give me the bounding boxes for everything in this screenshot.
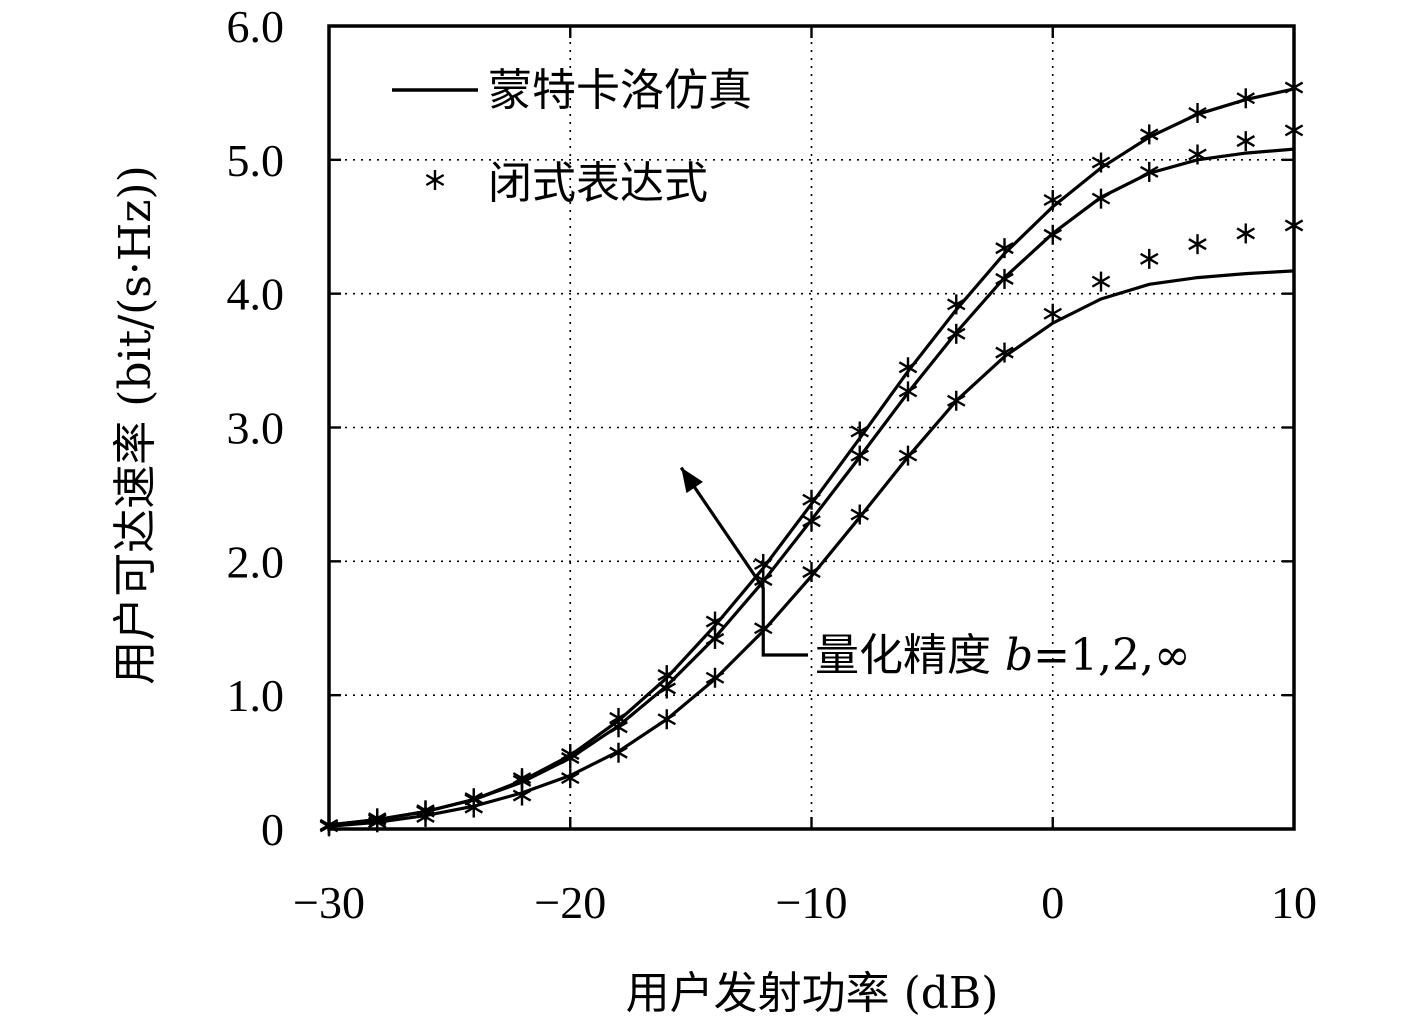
data-point xyxy=(1139,248,1159,269)
x-axis-label: 用户发射功率 (dB) xyxy=(626,968,999,1019)
plot-data xyxy=(319,77,1304,837)
data-point xyxy=(1091,152,1111,173)
grid xyxy=(329,26,1294,829)
x-tick-label: −20 xyxy=(534,877,606,928)
y-tick-label: 4.0 xyxy=(227,269,285,320)
data-point xyxy=(512,785,532,806)
data-point xyxy=(1139,124,1159,145)
data-point xyxy=(560,768,580,789)
data-point xyxy=(609,742,628,763)
data-point xyxy=(1043,189,1063,210)
data-point xyxy=(464,797,484,818)
data-point xyxy=(560,748,580,769)
x-tick-label: 0 xyxy=(1041,877,1064,928)
x-tick-label: −30 xyxy=(293,877,365,928)
data-point xyxy=(1091,271,1111,292)
data-point xyxy=(802,511,821,532)
data-point xyxy=(946,323,966,344)
data-point xyxy=(1188,234,1207,255)
data-point xyxy=(1188,144,1207,165)
data-point xyxy=(657,709,677,730)
y-tick-label: 6.0 xyxy=(227,1,285,52)
data-point xyxy=(850,445,870,466)
y-tick-label: 2.0 xyxy=(227,536,285,587)
data-point xyxy=(995,342,1014,363)
legend-label-monte-carlo: 蒙特卡洛仿真 xyxy=(488,65,752,116)
legend: 蒙特卡洛仿真 闭式表达式 xyxy=(392,65,752,209)
data-point xyxy=(850,421,870,442)
annotation-label: 量化精度 b=1,2,∞ xyxy=(815,630,1191,681)
data-point xyxy=(898,445,918,466)
data-point xyxy=(1236,223,1256,244)
data-point xyxy=(705,611,725,632)
data-point xyxy=(1091,188,1111,209)
y-tick-label: 3.0 xyxy=(227,403,285,454)
data-point xyxy=(1188,102,1207,123)
data-point xyxy=(802,562,821,583)
data-point xyxy=(705,628,725,649)
data-point xyxy=(1236,88,1256,109)
data-point xyxy=(946,294,966,315)
annotation-arrow-line xyxy=(679,466,808,657)
series-markers-5 xyxy=(319,215,1304,837)
data-point xyxy=(1043,224,1063,245)
data-point xyxy=(705,667,725,688)
data-point xyxy=(946,390,966,411)
y-axis-label: 用户可达速率 (bit/(s·Hz)) xyxy=(110,165,161,685)
data-point xyxy=(1139,161,1159,182)
data-point xyxy=(898,381,918,402)
data-point xyxy=(898,357,918,378)
series-markers-3 xyxy=(319,77,1304,835)
data-point xyxy=(850,504,870,525)
data-point xyxy=(802,489,821,510)
y-tick-label: 1.0 xyxy=(227,670,285,721)
data-point xyxy=(609,717,628,738)
annotation: 量化精度 b=1,2,∞ xyxy=(679,466,1191,681)
data-point xyxy=(416,806,435,827)
legend-asterisk xyxy=(425,170,445,190)
data-point xyxy=(995,238,1014,259)
legend-label-closed-form: 闭式表达式 xyxy=(488,158,708,209)
legend-asterisk-marker xyxy=(425,170,445,190)
x-tick-label: −10 xyxy=(776,877,848,928)
annotation-arrow-head xyxy=(681,467,703,494)
data-point xyxy=(995,268,1014,289)
data-point xyxy=(657,678,677,699)
data-point xyxy=(1236,131,1256,152)
axis-ticks: −30 −20 −10 0 10 0 1.0 2.0 3.0 4.0 5.0 6.0 xyxy=(227,1,1318,928)
data-point xyxy=(1043,303,1063,324)
y-tick-label: 0 xyxy=(261,804,284,855)
y-tick-label: 5.0 xyxy=(227,135,285,186)
x-tick-label: 10 xyxy=(1271,877,1317,928)
